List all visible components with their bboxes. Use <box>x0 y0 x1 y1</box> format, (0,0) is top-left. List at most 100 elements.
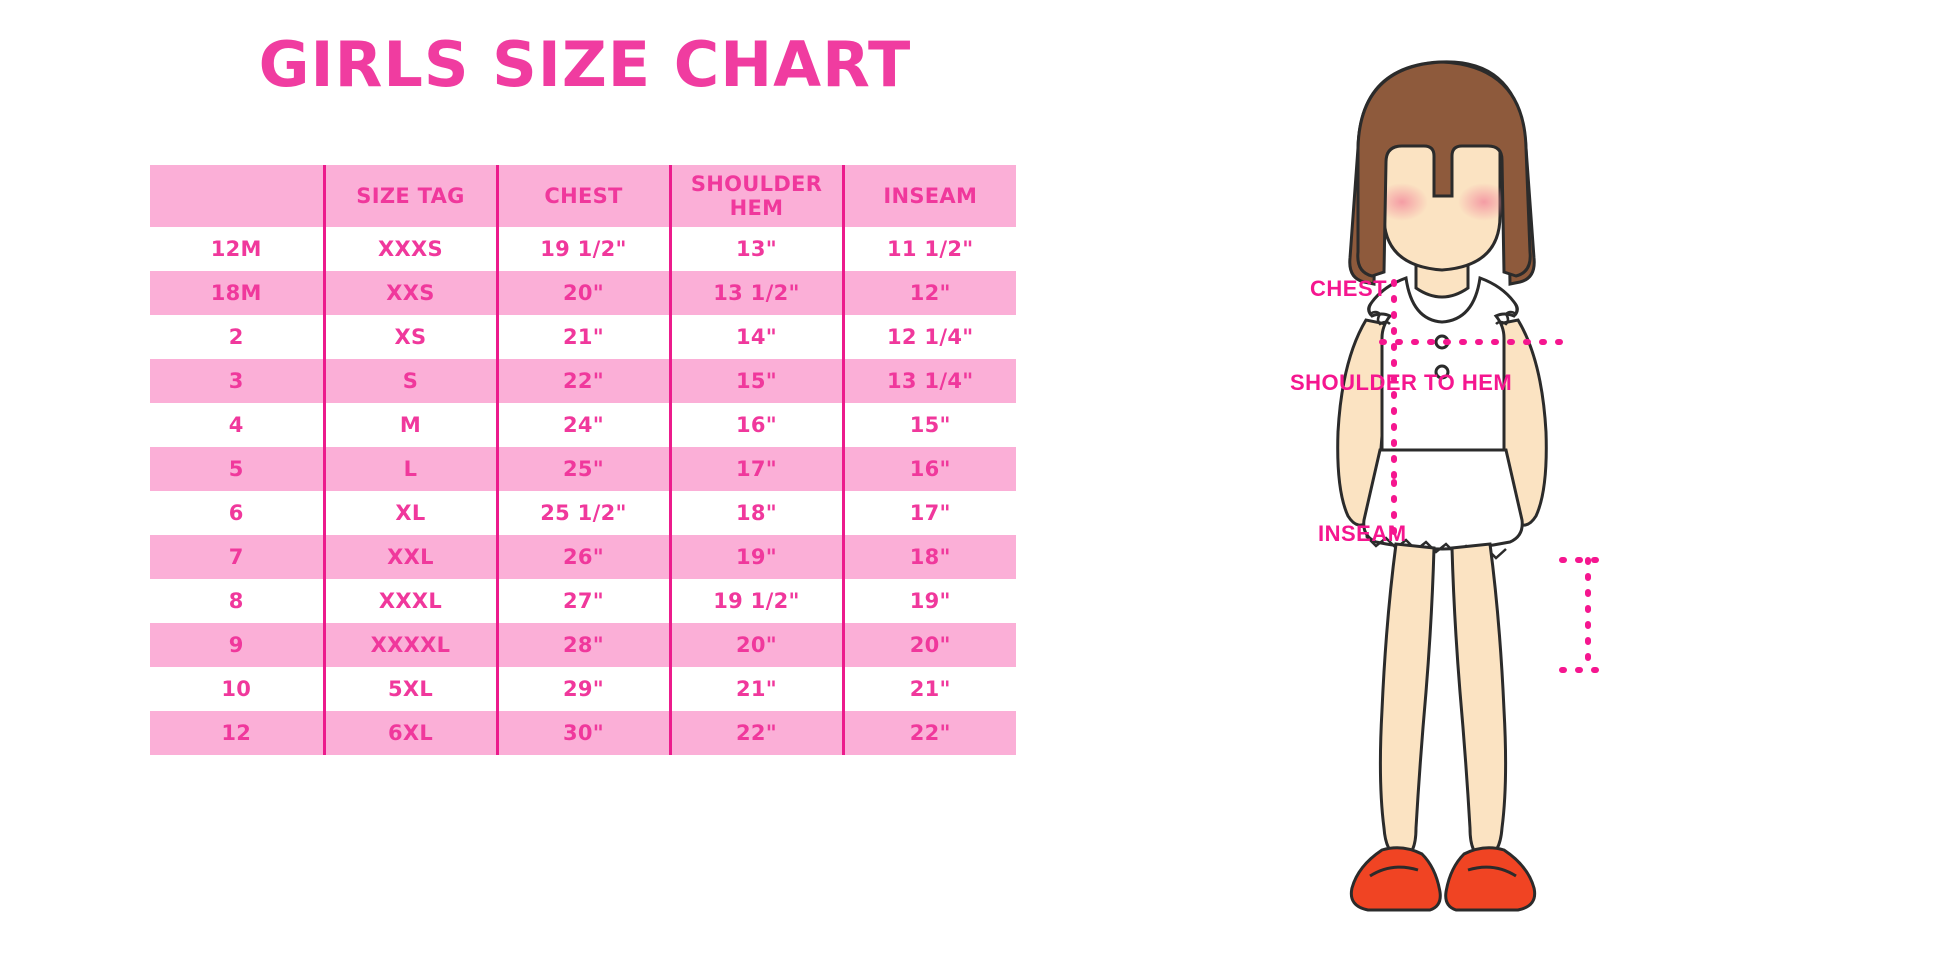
cell-shoulder-hem: 20" <box>668 623 843 667</box>
cheek-right <box>1458 183 1510 221</box>
skirt <box>1362 448 1524 551</box>
cell-shoulder-hem: 16" <box>668 403 843 447</box>
cell-inseam: 15" <box>841 403 1016 447</box>
girl-illustration <box>1090 20 1946 950</box>
cell-chest: 26" <box>495 535 670 579</box>
shoe-left <box>1349 846 1442 912</box>
cell-chest: 19 1/2" <box>495 227 670 271</box>
cell-size-tag: S <box>322 359 497 403</box>
cell-inseam: 20" <box>841 623 1016 667</box>
cell-inseam: 12" <box>841 271 1016 315</box>
button-lower <box>1434 364 1450 380</box>
cell-chest: 21" <box>495 315 670 359</box>
table-row: 8 XXXL 27" 19 1/2" 19" <box>150 579 1016 623</box>
cell-size: 10 <box>150 667 324 711</box>
table-row: 18M XXS 20" 13 1/2" 12" <box>150 271 1016 315</box>
cell-size-tag: 6XL <box>322 711 497 755</box>
cell-shoulder-hem: 13" <box>668 227 843 271</box>
cell-size: 3 <box>150 359 324 403</box>
shoe-right-strap <box>1467 865 1517 878</box>
column-header-size <box>150 165 324 227</box>
cell-chest: 25 1/2" <box>495 491 670 535</box>
cell-inseam: 13 1/4" <box>841 359 1016 403</box>
cell-size-tag: XL <box>322 491 497 535</box>
cell-inseam: 18" <box>841 535 1016 579</box>
cell-size-tag: M <box>322 403 497 447</box>
size-chart-table: SIZE TAG CHEST SHOULDER HEM INSEAM 12M X… <box>150 165 1016 755</box>
cell-chest: 27" <box>495 579 670 623</box>
cell-chest: 29" <box>495 667 670 711</box>
cell-size-tag: XXS <box>322 271 497 315</box>
header-row: SIZE TAG CHEST SHOULDER HEM INSEAM <box>150 165 1016 227</box>
cell-chest: 30" <box>495 711 670 755</box>
cell-size-tag: XXXXL <box>322 623 497 667</box>
cell-size-tag: XS <box>322 315 497 359</box>
cell-size: 6 <box>150 491 324 535</box>
leg-right <box>1450 542 1508 860</box>
blouse-ruffle-left <box>1367 301 1391 326</box>
cell-inseam: 16" <box>841 447 1016 491</box>
cell-chest: 28" <box>495 623 670 667</box>
page-title: GIRLS SIZE CHART <box>258 28 912 101</box>
girl-body-group <box>1336 60 1548 912</box>
cell-inseam: 17" <box>841 491 1016 535</box>
table-row: 2 XS 21" 14" 12 1/4" <box>150 315 1016 359</box>
cell-size: 12 <box>150 711 324 755</box>
cell-chest: 22" <box>495 359 670 403</box>
cell-shoulder-hem: 18" <box>668 491 843 535</box>
table-header: SIZE TAG CHEST SHOULDER HEM INSEAM <box>150 165 1016 227</box>
cell-size-tag: L <box>322 447 497 491</box>
cell-shoulder-hem: 15" <box>668 359 843 403</box>
cell-size: 12M <box>150 227 324 271</box>
cell-size: 5 <box>150 447 324 491</box>
label-chest: CHEST <box>1310 276 1388 301</box>
hair-bangs <box>1356 60 1532 278</box>
label-shoulder-to-hem: SHOULDER TO HEM <box>1290 370 1513 395</box>
table-row: 4 M 24" 16" 15" <box>150 403 1016 447</box>
cell-size: 2 <box>150 315 324 359</box>
cell-size-tag: XXXL <box>322 579 497 623</box>
table-row: 12M XXXS 19 1/2" 13" 11 1/2" <box>150 227 1016 271</box>
cell-shoulder-hem: 21" <box>668 667 843 711</box>
table-row: 3 S 22" 15" 13 1/4" <box>150 359 1016 403</box>
table-body: 12M XXXS 19 1/2" 13" 11 1/2" 18M XXS 20"… <box>150 227 1016 755</box>
cell-size-tag: XXXS <box>322 227 497 271</box>
label-inseam: INSEAM <box>1318 521 1407 546</box>
table-row: 5 L 25" 17" 16" <box>150 447 1016 491</box>
cell-shoulder-hem: 19 1/2" <box>668 579 843 623</box>
cell-size: 9 <box>150 623 324 667</box>
table-row: 7 XXL 26" 19" 18" <box>150 535 1016 579</box>
cell-size: 18M <box>150 271 324 315</box>
cell-size: 8 <box>150 579 324 623</box>
table-row: 6 XL 25 1/2" 18" 17" <box>150 491 1016 535</box>
cell-shoulder-hem: 19" <box>668 535 843 579</box>
leg-left <box>1378 542 1436 860</box>
column-header-size-tag: SIZE TAG <box>322 165 497 227</box>
cell-chest: 24" <box>495 403 670 447</box>
table-row: 12 6XL 30" 22" 22" <box>150 711 1016 755</box>
cell-inseam: 19" <box>841 579 1016 623</box>
cell-shoulder-hem: 22" <box>668 711 843 755</box>
blouse-ruffle-right <box>1495 301 1519 326</box>
cell-inseam: 21" <box>841 667 1016 711</box>
measurement-guides <box>1379 279 1591 673</box>
cell-chest: 20" <box>495 271 670 315</box>
cell-chest: 25" <box>495 447 670 491</box>
cell-shoulder-hem: 14" <box>668 315 843 359</box>
shoe-right <box>1444 846 1537 912</box>
cell-size: 7 <box>150 535 324 579</box>
cell-size-tag: XXL <box>322 535 497 579</box>
cell-inseam: 12 1/4" <box>841 315 1016 359</box>
cheek-left <box>1376 183 1428 221</box>
column-header-inseam: INSEAM <box>841 165 1016 227</box>
table-row: 10 5XL 29" 21" 21" <box>150 667 1016 711</box>
column-header-chest: CHEST <box>495 165 670 227</box>
cell-inseam: 22" <box>841 711 1016 755</box>
cell-shoulder-hem: 13 1/2" <box>668 271 843 315</box>
table-row: 9 XXXXL 28" 20" 20" <box>150 623 1016 667</box>
cell-inseam: 11 1/2" <box>841 227 1016 271</box>
cell-shoulder-hem: 17" <box>668 447 843 491</box>
cell-size-tag: 5XL <box>322 667 497 711</box>
column-header-shoulder-hem: SHOULDER HEM <box>668 165 843 227</box>
